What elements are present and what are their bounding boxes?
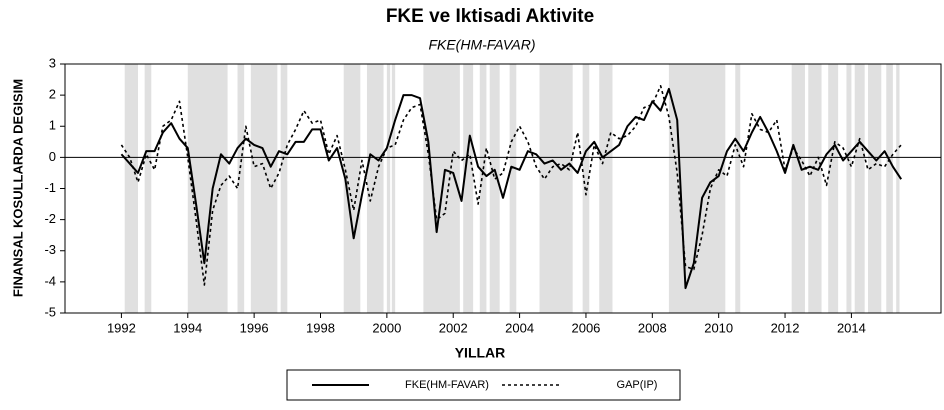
shaded-region [144, 64, 152, 313]
x-tick-label: 2010 [704, 320, 733, 335]
y-tick-label: 2 [49, 87, 56, 102]
y-tick-label: 3 [49, 55, 56, 70]
x-tick-label: 2004 [505, 320, 534, 335]
y-tick-label: 1 [49, 118, 56, 133]
chart-subtitle: FKE(HM-FAVAR) [428, 37, 535, 53]
x-tick-label: 2014 [837, 320, 866, 335]
y-tick-label: 0 [49, 149, 56, 164]
x-tick-label: 1998 [306, 320, 335, 335]
shaded-region [868, 64, 882, 313]
shaded-region [599, 64, 613, 313]
shaded-region [280, 64, 288, 313]
shaded-region [846, 64, 852, 313]
shaded-region [343, 64, 361, 313]
shaded-region [386, 64, 391, 313]
x-tick-label: 1996 [240, 320, 269, 335]
series-line [120, 87, 903, 290]
y-tick-label: -5 [44, 304, 56, 319]
shaded-region [509, 64, 517, 313]
x-tick-label: 1992 [107, 320, 136, 335]
legend-label: FKE(HM-FAVAR) [405, 379, 489, 391]
y-tick-label: -3 [44, 242, 56, 257]
shaded-region [124, 64, 138, 313]
x-axis-label: YILLAR [455, 345, 506, 361]
x-tick-label: 2008 [638, 320, 667, 335]
shaded-region [479, 64, 487, 313]
shaded-region [854, 64, 865, 313]
x-tick-label: 2000 [372, 320, 401, 335]
x-tick-label: 2012 [771, 320, 800, 335]
y-axis-label: FINANSAL KOSULLARDA DEGISIM [10, 79, 25, 297]
shaded-region [250, 64, 278, 313]
shaded-region [391, 64, 396, 313]
shaded-region [808, 64, 822, 313]
shaded-region [489, 64, 500, 313]
shaded-region [668, 64, 726, 313]
y-tick-label: -1 [44, 180, 56, 195]
shaded-region [735, 64, 741, 313]
shaded-region [886, 64, 893, 313]
shaded-region [828, 64, 839, 313]
shaded-region [463, 64, 474, 313]
y-tick-label: -4 [44, 273, 56, 288]
x-tick-label: 2006 [571, 320, 600, 335]
shaded-region [366, 64, 384, 313]
legend-label: GAP(IP) [617, 379, 658, 391]
x-tick-label: 2002 [439, 320, 468, 335]
y-tick-label: -2 [44, 211, 56, 226]
shaded-region [539, 64, 573, 313]
chart-title: FKE ve Iktisadi Aktivite [386, 6, 594, 27]
series-line [120, 84, 902, 286]
shaded-region [791, 64, 805, 313]
x-tick-label: 1994 [173, 320, 202, 335]
shaded-region [896, 64, 900, 313]
shaded-region [582, 64, 590, 313]
shaded-region [237, 64, 245, 313]
